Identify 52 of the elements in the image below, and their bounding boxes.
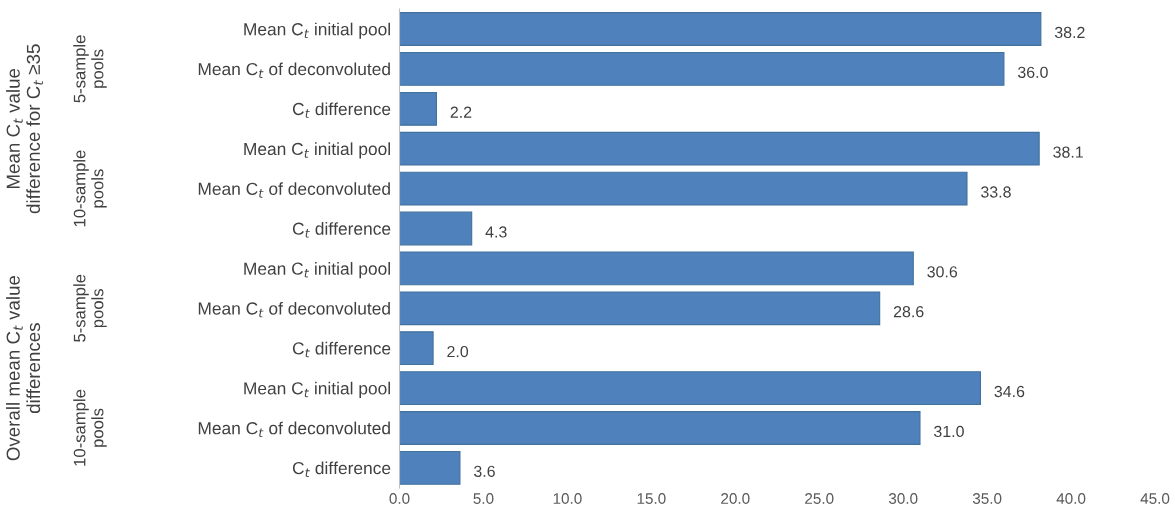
- data-label: 33.8: [981, 186, 1011, 198]
- x-tick-label: 5.0: [473, 493, 494, 504]
- bar: [399, 12, 1042, 46]
- y-tick-label: Mean C$_{t}$ of deconvoluted: [198, 62, 390, 78]
- data-label: 2.0: [447, 345, 469, 358]
- y-tick-label: C$_{t}$ difference: [292, 461, 391, 477]
- y-tick-label: Mean C$_{t}$ of deconvoluted: [198, 301, 390, 318]
- y-tick-label: C$_{t}$ difference: [292, 102, 391, 118]
- x-tick-label: 45.0: [1140, 493, 1170, 504]
- x-tick-label: 20.0: [721, 493, 750, 504]
- data-label: 34.6: [994, 385, 1025, 398]
- bar: [399, 411, 921, 445]
- data-label: 30.6: [927, 266, 958, 278]
- data-label: 36.0: [1017, 66, 1048, 78]
- bar: [399, 331, 434, 366]
- data-label: 28.6: [893, 306, 924, 318]
- x-tick-label: 40.0: [1056, 493, 1086, 504]
- data-label: 4.3: [485, 226, 507, 238]
- bar: [399, 371, 981, 406]
- bar: [399, 211, 473, 246]
- bar: [399, 171, 968, 206]
- bar: [399, 251, 914, 286]
- y-tick-label: C$_{t}$ difference: [292, 222, 391, 238]
- data-label: 3.6: [473, 465, 495, 477]
- text: 5-sample pools: [73, 274, 107, 342]
- y-tick-label: Mean C$_{t}$ initial pool: [244, 381, 390, 398]
- data-label: 2.2: [450, 106, 472, 118]
- x-tick-label: 30.0: [888, 493, 918, 504]
- data-label: 38.1: [1053, 146, 1083, 158]
- x-tick-label: 35.0: [972, 493, 1002, 504]
- y-tick-label: Mean C$_{t}$ of deconvoluted: [198, 182, 390, 198]
- bar: [399, 291, 881, 326]
- data-label: 38.2: [1054, 26, 1085, 39]
- y-tick-label: Mean C$_{t}$ of deconvoluted: [198, 421, 390, 438]
- bar: [399, 51, 1005, 86]
- data-label: 31.0: [934, 425, 964, 438]
- text: Overall mean C$_{t}$ value differences: [6, 275, 41, 461]
- bar: [399, 91, 437, 126]
- bar: [399, 450, 461, 485]
- x-tick-label: 10.0: [553, 493, 582, 504]
- text: 10-sample pools: [73, 150, 107, 227]
- text: 10-sample pools: [73, 389, 107, 466]
- x-tick-label: 15.0: [637, 493, 666, 504]
- y-tick-label: Mean C$_{t}$ initial pool: [244, 22, 390, 39]
- y-tick-label: C$_{t}$ difference: [292, 341, 391, 358]
- x-tick-label: 25.0: [805, 493, 834, 504]
- y-tick-label: Mean C$_{t}$ initial pool: [244, 262, 390, 279]
- text: 5-sample pools: [73, 35, 107, 103]
- y-tick-label: Mean C$_{t}$ initial pool: [244, 142, 390, 159]
- x-tick-label: 0.0: [389, 493, 410, 504]
- bar: [399, 131, 1040, 166]
- text: Mean C$_{t}$ value difference for C$_{t}$ ≥35: [6, 44, 43, 214]
